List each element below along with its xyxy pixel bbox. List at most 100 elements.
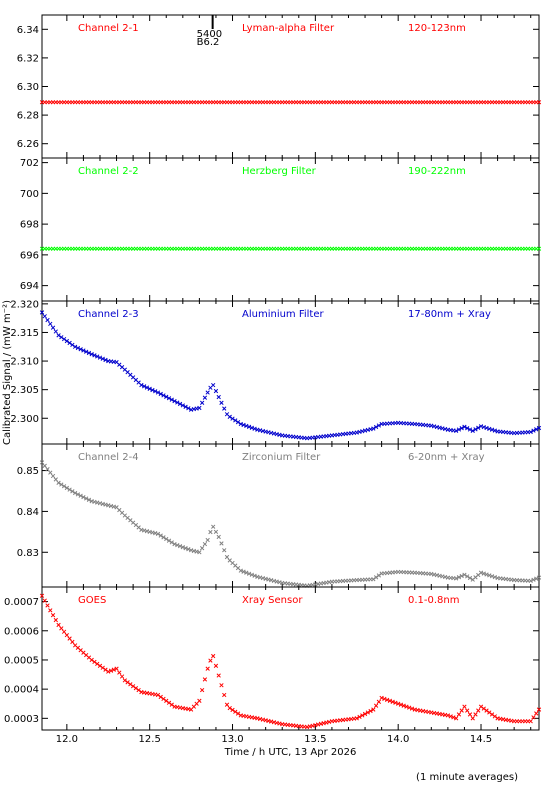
data-point xyxy=(64,485,70,491)
panel-channel-label: Channel 2-2 xyxy=(78,166,139,177)
data-point xyxy=(213,529,219,534)
data-point xyxy=(48,470,53,475)
data-point xyxy=(144,385,150,390)
data-series xyxy=(39,593,542,730)
data-point xyxy=(528,578,533,584)
data-point xyxy=(373,424,379,430)
data-point xyxy=(481,706,486,711)
data-point xyxy=(42,463,47,468)
data-point xyxy=(161,535,166,540)
panel-filter-label: Zirconium Filter xyxy=(242,452,321,463)
data-point xyxy=(528,719,533,724)
data-point xyxy=(371,707,376,712)
data-point xyxy=(456,427,462,432)
data-point xyxy=(128,682,133,687)
data-point xyxy=(177,401,183,407)
data-point xyxy=(230,707,235,713)
data-point xyxy=(70,342,75,348)
y-tick-label: 0.0006 xyxy=(4,626,39,637)
data-point xyxy=(478,424,484,429)
panel-channel-label: Channel 2-4 xyxy=(78,452,139,463)
data-point xyxy=(180,545,185,550)
panel-filter-label: Xray Sensor xyxy=(242,595,303,606)
data-point xyxy=(95,661,100,667)
data-point xyxy=(230,416,235,421)
data-point xyxy=(465,574,470,579)
data-point xyxy=(136,687,141,693)
data-point xyxy=(205,537,210,543)
data-point xyxy=(536,575,542,580)
data-point xyxy=(89,657,94,663)
y-tick-label: 6.26 xyxy=(17,139,39,150)
data-point xyxy=(241,569,246,574)
data-point xyxy=(241,422,246,428)
data-point xyxy=(169,702,174,707)
y-tick-label: 0.0007 xyxy=(4,597,39,608)
data-point xyxy=(246,424,252,429)
x-tick-label: 13.0 xyxy=(221,734,243,745)
data-point xyxy=(481,571,486,576)
data-point xyxy=(183,404,188,409)
panel-frame xyxy=(41,443,540,588)
data-point xyxy=(70,639,75,645)
data-point xyxy=(177,543,183,549)
data-point xyxy=(64,632,70,638)
y-tick-label: 696 xyxy=(20,250,39,261)
data-point xyxy=(155,692,161,698)
data-point xyxy=(106,669,111,674)
data-point xyxy=(169,397,174,402)
data-point xyxy=(252,573,257,578)
data-point xyxy=(161,393,166,398)
data-point xyxy=(199,546,205,551)
data-point xyxy=(227,705,232,711)
x-axis-label: Time / h UTC, 13 Apr 2026 xyxy=(224,747,357,758)
y-tick-label: 698 xyxy=(20,220,39,231)
data-point xyxy=(454,716,459,721)
data-point xyxy=(211,382,216,388)
data-point xyxy=(216,394,221,400)
data-point xyxy=(92,659,97,665)
data-point xyxy=(56,480,61,485)
x-tick-label: 12.0 xyxy=(56,734,78,745)
data-point xyxy=(219,541,224,546)
data-point xyxy=(100,665,105,670)
panel-band-label: 17-80nm + Xray xyxy=(408,309,491,320)
data-point xyxy=(473,712,478,717)
data-point xyxy=(166,396,172,401)
panel-frame xyxy=(41,157,540,302)
y-tick-label: 0.85 xyxy=(17,466,39,477)
data-point xyxy=(536,707,542,712)
data-point xyxy=(84,496,89,501)
panel-filter-label: Lyman-alpha Filter xyxy=(242,23,335,34)
data-point xyxy=(492,428,497,433)
data-point xyxy=(224,702,230,707)
data-point xyxy=(451,715,456,720)
y-tick-label: 700 xyxy=(20,189,39,200)
data-point xyxy=(489,427,495,432)
data-point xyxy=(459,708,464,713)
data-point xyxy=(470,428,475,433)
data-point xyxy=(53,329,58,334)
panel-band-label: 190-222nm xyxy=(408,166,466,177)
data-point xyxy=(205,666,210,671)
y-tick-label: 0.0003 xyxy=(4,714,39,725)
data-point xyxy=(53,477,58,482)
data-series xyxy=(39,100,542,105)
data-point xyxy=(467,427,473,432)
data-point xyxy=(78,347,83,352)
data-point xyxy=(86,350,92,356)
data-point xyxy=(484,572,489,577)
y-tick-label: 0.0005 xyxy=(4,655,39,666)
data-point xyxy=(222,548,227,553)
data-point xyxy=(164,536,169,542)
data-point xyxy=(211,653,216,659)
data-point xyxy=(534,711,539,716)
data-point xyxy=(534,427,539,432)
data-point xyxy=(180,403,185,408)
footnote: (1 minute averages) xyxy=(416,772,518,783)
data-point xyxy=(42,598,47,603)
panel-band-label: 6-20nm + Xray xyxy=(408,452,485,463)
y-axis-label: Calibrated Signal / (mW m⁻²) xyxy=(2,300,13,445)
data-point xyxy=(122,678,127,683)
y-tick-label: 0.0004 xyxy=(4,685,39,696)
